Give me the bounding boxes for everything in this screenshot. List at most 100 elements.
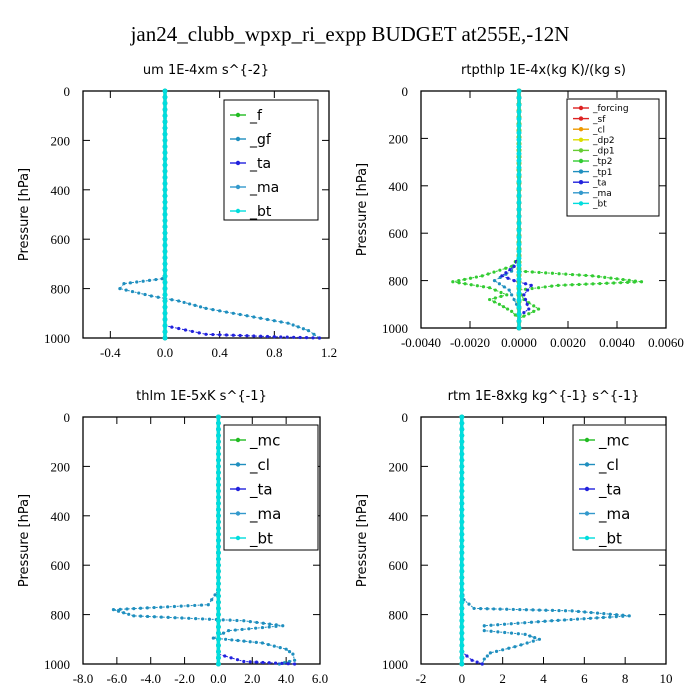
data-point [272,319,276,323]
plot-area-frame [82,416,321,665]
legend-swatch-marker [578,201,584,206]
data-point [562,618,567,622]
legend-swatch-marker [235,136,241,142]
data-point [216,649,221,655]
data-point [162,100,168,106]
data-point [162,292,168,298]
data-point [523,282,528,286]
data-point [457,281,461,285]
data-point [525,288,530,292]
data-point [162,310,168,316]
legend-label: _cl [592,125,605,135]
data-point [459,538,465,543]
data-point [523,297,528,302]
data-point [162,280,168,285]
y-axis-label: Pressure [hPa] [17,168,32,261]
data-point [162,323,168,329]
legend-entry: _bt [230,529,273,548]
data-point [317,336,322,340]
data-point [459,531,465,537]
data-point [235,618,239,623]
data-point [621,277,625,282]
data-point [278,646,282,650]
data-point [459,661,465,667]
data-point [472,606,476,611]
data-point [221,618,225,622]
data-point [132,607,136,611]
data-point [575,617,580,621]
data-point [516,632,520,636]
data-point [162,107,168,112]
legend-swatch-marker [584,511,590,516]
y-tick-label: 600 [51,558,71,573]
data-point [516,207,522,212]
data-point [530,270,534,274]
data-point [627,614,631,618]
legend-swatch-marker [578,105,584,111]
data-point [145,614,150,619]
data-point [135,280,139,284]
data-point [216,494,221,500]
data-point [516,228,522,233]
data-point [459,488,465,494]
legend-label: _tp2 [592,157,612,167]
data-point [268,622,272,626]
x-tick-label: 4.0 [278,671,294,686]
data-point [248,660,252,664]
data-point [118,287,122,291]
data-point [162,249,168,254]
data-point [530,286,534,291]
data-point [612,281,616,285]
data-point [216,525,221,531]
data-point [608,612,612,616]
data-point [503,630,507,635]
data-point [482,629,486,633]
series-line [493,91,520,328]
data-point [200,617,205,621]
data-point [216,538,221,543]
legend-entry: _mc [230,431,280,450]
data-point [216,457,221,463]
y-tick-label: 600 [51,232,71,247]
legend-swatch-marker [235,208,241,214]
series-bt [162,88,168,341]
data-point [204,306,208,310]
data-point [223,654,227,658]
y-tick-label: 800 [51,608,71,623]
data-point [162,138,168,143]
legend-swatch-marker [584,486,590,492]
data-point [518,607,522,612]
chart-panel-3: thlm 1E-5xK s^{-1} Pressure [hPa] 0 200 400 6… [17,389,328,686]
data-point [602,612,606,616]
data-point [543,285,547,289]
x-tick-label: 0.0060 [648,335,684,350]
data-point [128,281,132,285]
data-point [516,214,522,219]
data-point [489,629,493,633]
y-tick-label: 800 [389,608,409,623]
y-tick-label: 200 [51,459,71,474]
data-point [162,273,168,279]
data-point [216,445,221,451]
data-point [516,241,522,247]
data-point [162,88,168,94]
data-point [216,556,221,562]
data-point [210,598,214,602]
data-point [216,464,221,469]
y-tick-label: 0 [402,410,409,425]
data-point [162,230,168,236]
data-point [301,327,305,331]
data-point [199,603,204,607]
data-point [242,659,246,664]
series-line [500,91,533,328]
data-point [162,125,168,131]
legend-entry: _cl [573,125,605,135]
data-point [516,318,522,324]
data-point [583,610,587,614]
legend-label: _dp2 [592,136,615,146]
data-point [147,278,152,282]
legend-label: _gf [249,132,272,148]
data-point [603,275,607,279]
legend-swatch-marker [235,511,241,516]
data-point [459,414,465,420]
